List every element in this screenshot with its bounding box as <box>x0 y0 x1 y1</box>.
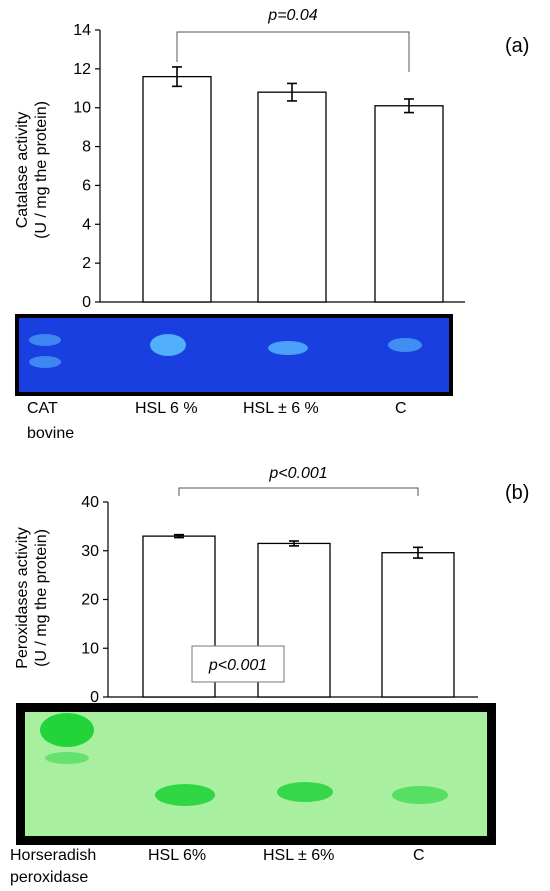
panel-label: (b) <box>505 482 529 504</box>
gel-band <box>268 341 308 355</box>
lane-sublabel: peroxidase <box>10 869 88 886</box>
bar <box>374 105 444 303</box>
panel-label: (a) <box>505 35 529 57</box>
panel-a: 0 2 4 6 8 10 12 14 Catalase activity (U / mg the … <box>14 7 529 442</box>
y-tick-label: 12 <box>73 61 91 78</box>
gel-band <box>150 334 186 356</box>
lane-label: HSL 6 % <box>135 400 198 417</box>
gel-band <box>45 752 89 764</box>
y-axis-label: Catalase activity <box>14 112 31 229</box>
gel-image <box>25 712 487 836</box>
y-tick-label: 10 <box>73 100 91 117</box>
gel-band <box>29 334 61 346</box>
y-tick-label: 10 <box>81 640 99 657</box>
lane-label: C <box>413 847 425 864</box>
gel-band <box>277 782 333 802</box>
lane-label: HSL 6% <box>148 847 206 864</box>
gel-band <box>392 786 448 804</box>
y-tick-label: 30 <box>81 543 99 560</box>
y-tick-label: 20 <box>81 592 99 609</box>
significance-bracket <box>178 487 419 496</box>
bar <box>381 552 455 698</box>
gel-band <box>155 784 215 806</box>
significance-bracket <box>176 31 410 72</box>
bar <box>257 91 327 303</box>
y-axis-label: (U / mg the protein) <box>33 101 50 239</box>
y-tick-label: 0 <box>82 294 91 311</box>
lane-label: CAT <box>27 400 58 417</box>
lane-label: HSL ± 6% <box>263 847 334 864</box>
boxed-p-value: p<0.001 <box>208 657 267 674</box>
lane-sublabel: bovine <box>27 425 74 442</box>
p-value-label: p=0.04 <box>267 7 317 24</box>
gel-band <box>29 356 61 368</box>
y-tick-label: 2 <box>82 255 91 272</box>
gel-band <box>388 338 422 352</box>
y-tick-label: 14 <box>73 22 91 39</box>
y-tick-label: 6 <box>82 177 91 194</box>
y-tick-label: 40 <box>81 494 99 511</box>
lane-label: Horseradish <box>10 847 96 864</box>
lane-label: HSL ± 6 % <box>243 400 319 417</box>
lane-label: C <box>395 400 407 417</box>
y-tick-label: 4 <box>82 216 91 233</box>
y-tick-label: 0 <box>90 689 99 706</box>
y-tick-label: 8 <box>82 139 91 156</box>
gel-band <box>40 713 94 747</box>
annotation-box <box>191 645 285 683</box>
gel-image <box>19 318 449 392</box>
panel-b: 0 10 20 30 40 Peroxidases activity (U / mg the… <box>10 465 529 886</box>
bar <box>142 75 212 303</box>
y-axis-label: (U / mg the protein) <box>33 529 50 667</box>
y-axis-label: Peroxidases activity <box>14 527 31 668</box>
p-value-label: p<0.001 <box>268 465 327 482</box>
